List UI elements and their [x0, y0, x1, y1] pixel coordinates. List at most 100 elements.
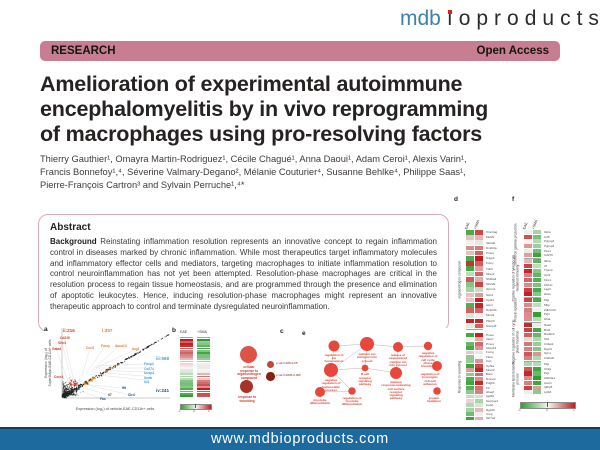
heatmap-cell	[533, 244, 541, 249]
heatmap-cell	[466, 394, 474, 399]
network-node-label: negative regulation of cell cycle phase …	[418, 351, 438, 369]
author-line-3: Pierre-François Cartron³ and Sylvain Per…	[40, 180, 245, 190]
article-title: Amelioration of experimental autoimmune …	[40, 72, 560, 147]
heatmap-cell	[197, 347, 210, 350]
heatmap-cell	[533, 366, 541, 371]
heatmap-cell	[466, 302, 474, 308]
heatmap-cell	[524, 239, 532, 244]
heatmap-cell	[466, 341, 474, 346]
heatmap-cell	[180, 351, 193, 354]
heatmap-cell	[524, 248, 532, 253]
heatmap-cell	[466, 235, 474, 240]
heatmap-cell	[180, 390, 193, 393]
heatmap-cell	[533, 323, 541, 328]
heatmap-cell	[533, 292, 541, 297]
heatmap-cell	[533, 248, 541, 253]
heatmap-cell	[197, 354, 210, 356]
heatmap-cell	[524, 302, 532, 307]
network-node-label: immune response-activating cell surface …	[381, 380, 411, 401]
gene-label: Igsf10	[486, 394, 495, 399]
heatmap-cell	[533, 234, 541, 239]
heatmap-cell	[533, 239, 541, 244]
heatmap-cell	[197, 366, 210, 369]
gene-label: Nsd2	[544, 322, 552, 327]
gene-label: Arg1	[132, 347, 140, 351]
heatmap-cell	[475, 256, 483, 261]
category-label: Response to wounding	[457, 360, 462, 394]
heatmap-cell	[533, 302, 541, 307]
gene-label: Mrep2	[486, 271, 495, 276]
section-separator	[524, 322, 541, 324]
gene-label: Lpfk4	[544, 390, 552, 395]
logo-text-mdb: mdb	[400, 7, 441, 30]
heatmap-cell	[475, 302, 483, 308]
heatmap-cell	[466, 346, 474, 350]
gene-label: Sh3ba4	[486, 277, 497, 281]
heatmap-cell	[475, 266, 483, 272]
heatmap-cell	[466, 292, 474, 298]
gene-label: Foxry	[486, 261, 494, 266]
gene-label: Nmne2	[486, 376, 496, 381]
gene-label: Trib3	[486, 266, 493, 271]
heatmap-cell	[466, 368, 474, 372]
quadrant-count-label: ii:216	[63, 328, 75, 333]
category-label: organonitrogen compound	[457, 260, 462, 299]
gene-label: Il21a	[544, 258, 551, 263]
gene-label: Smtb	[144, 375, 153, 380]
gene-label: Ifit	[122, 386, 127, 390]
heatmap-cell	[524, 351, 532, 356]
author-line-2: Francis Bonnefoy¹,⁴, Séverine Valmary-De…	[40, 167, 466, 177]
heatmap-cell	[466, 282, 474, 287]
heatmap-cell	[475, 313, 483, 318]
bubble-wounding	[239, 379, 253, 393]
gene-label: Klre1	[544, 248, 552, 253]
heatmap-cell	[466, 276, 474, 282]
figure-e-label: e	[302, 330, 306, 337]
heatmap-cell	[197, 373, 210, 376]
heatmap-cell	[197, 388, 210, 391]
heatmap-cell	[475, 355, 483, 359]
heatmap-cell	[533, 317, 541, 322]
heatmap-cell	[197, 375, 210, 378]
scale-mid-tick	[194, 404, 196, 408]
heatmap-cell	[475, 292, 483, 298]
heatmap-cell	[466, 355, 474, 359]
heatmap-cell	[197, 341, 210, 344]
network-node-label: B cell receptor signaling pathway	[358, 372, 372, 387]
gene-label: Slc2a9	[486, 282, 496, 287]
network-svg	[315, 337, 442, 397]
banner-research-label: RESEARCH	[51, 45, 116, 57]
heatmap-cell	[197, 345, 210, 348]
heatmap-cell	[180, 347, 193, 350]
heatmap-cell	[524, 380, 532, 385]
heatmap-cell	[524, 317, 532, 322]
heatmap-cell	[524, 234, 532, 239]
heatmap-cell	[197, 392, 210, 395]
figure-d-heatmap: d EAE +SMA Vmn3ag Mef2b Slc2a6 Dmbt3a Pmoq Snpp1…	[452, 196, 508, 426]
gene-label: Spn1	[544, 351, 552, 356]
gene-label: Creg	[486, 411, 493, 416]
network-node-label: regulation of homotypic cell-cell adhesi…	[420, 372, 440, 386]
gene-label: Snmp2f	[486, 323, 497, 328]
heatmap-cell	[466, 308, 474, 313]
heatmap-cell	[475, 318, 483, 324]
heatmap-cell	[180, 349, 193, 352]
background-text: Reinstating inflammation resolution repr…	[50, 237, 437, 311]
heatmap-cell	[180, 373, 193, 376]
gene-label: Foxrg	[486, 350, 494, 355]
scale-tick-label: 1	[208, 409, 210, 413]
heatmap-cell	[180, 377, 193, 380]
gene-label: Pglyrp2	[544, 243, 555, 248]
heatmap-cell	[524, 268, 532, 273]
bubble-organonitrogen	[239, 345, 257, 363]
heatmap-cell	[475, 372, 483, 377]
heatmap-cell	[533, 351, 541, 356]
gene-label: Mrc22	[486, 313, 495, 318]
heatmap-cell	[524, 337, 532, 342]
heatmap-cell	[197, 360, 210, 363]
gene-label: Dmbt3b	[486, 308, 497, 313]
heatmap-cell	[180, 360, 193, 363]
gene-label: Zdhhc23	[544, 307, 556, 312]
gene-label: Pigl	[544, 297, 550, 302]
figure-f-heatmap: f EAE +SMA Il12a Cd5 Pglyrp4 Pglyrp2 Klre1 Cd276…	[506, 196, 588, 428]
